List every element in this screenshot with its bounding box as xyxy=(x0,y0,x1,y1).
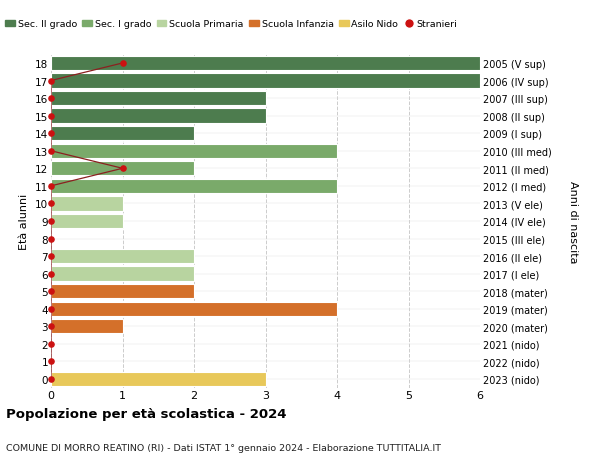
Legend: Sec. II grado, Sec. I grado, Scuola Primaria, Scuola Infanzia, Asilo Nido, Stran: Sec. II grado, Sec. I grado, Scuola Prim… xyxy=(2,17,461,33)
Point xyxy=(46,305,56,313)
Point xyxy=(46,200,56,207)
Point xyxy=(46,323,56,330)
Point xyxy=(46,358,56,365)
Bar xyxy=(51,92,265,106)
Bar xyxy=(51,197,122,211)
Point xyxy=(46,218,56,225)
Point xyxy=(46,183,56,190)
Point xyxy=(46,341,56,348)
Bar xyxy=(51,372,265,386)
Text: Popolazione per età scolastica - 2024: Popolazione per età scolastica - 2024 xyxy=(6,407,287,420)
Y-axis label: Anni di nascita: Anni di nascita xyxy=(568,180,578,263)
Text: COMUNE DI MORRO REATINO (RI) - Dati ISTAT 1° gennaio 2024 - Elaborazione TUTTITA: COMUNE DI MORRO REATINO (RI) - Dati ISTA… xyxy=(6,443,441,452)
Point xyxy=(46,270,56,278)
Point xyxy=(46,148,56,155)
Bar xyxy=(51,284,194,299)
Bar xyxy=(51,302,337,316)
Point xyxy=(46,95,56,102)
Bar xyxy=(51,144,337,159)
Bar xyxy=(51,214,122,229)
Bar xyxy=(51,319,122,334)
Bar xyxy=(51,249,194,263)
Point xyxy=(118,165,127,173)
Point xyxy=(118,60,127,67)
Point xyxy=(46,253,56,260)
Point xyxy=(46,78,56,85)
Point xyxy=(46,113,56,120)
Bar xyxy=(51,56,480,71)
Bar xyxy=(51,162,194,176)
Point xyxy=(46,235,56,243)
Bar xyxy=(51,179,337,194)
Bar xyxy=(51,74,480,89)
Bar xyxy=(51,109,265,123)
Y-axis label: Età alunni: Età alunni xyxy=(19,193,29,250)
Bar xyxy=(51,127,194,141)
Point xyxy=(46,375,56,383)
Point xyxy=(46,130,56,138)
Bar xyxy=(51,267,194,281)
Point xyxy=(46,288,56,295)
